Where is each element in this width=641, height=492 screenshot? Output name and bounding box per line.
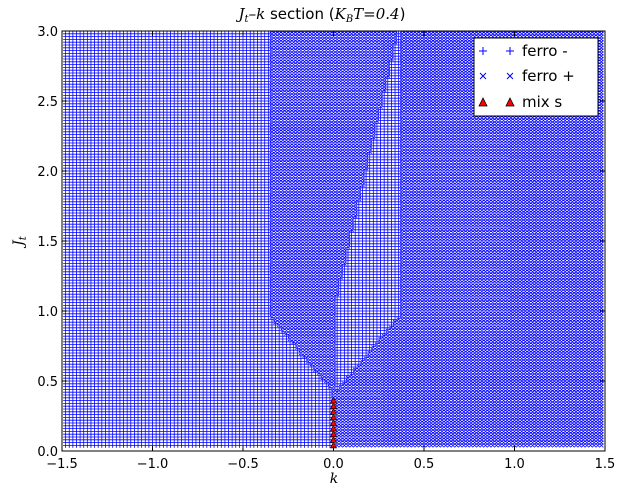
y-tick-label: 2.0 — [37, 165, 58, 180]
legend-entry-ferro-plus: ferro + — [479, 67, 575, 85]
x-tick-label: 0.0 — [323, 457, 344, 472]
legend-label-mix-s: mix s — [522, 93, 562, 111]
series-mix-s-point — [329, 407, 338, 415]
title-jt-sub: t — [245, 14, 250, 25]
series-mix-s-point — [329, 435, 338, 443]
x-tick-label: −1.0 — [137, 457, 169, 472]
series-mix-s-point — [329, 429, 338, 438]
legend-label-ferro-plus: ferro + — [522, 67, 575, 85]
legend: ferro - ferro + mix s — [473, 37, 599, 117]
series-mix-s-point — [329, 413, 338, 421]
legend-triangle-marker — [478, 97, 515, 107]
title-jt: J — [236, 5, 246, 23]
y-axis-label-sub: t — [18, 235, 29, 240]
y-tick-label: 1.5 — [37, 235, 58, 250]
legend-plus-marker — [479, 47, 514, 55]
chart-title-text: Jt–k section (KBT=0.4) — [236, 5, 406, 25]
x-tick-label: 1.0 — [504, 457, 525, 472]
y-tick-label: 2.5 — [37, 95, 58, 110]
series-mix-s-point — [329, 401, 338, 410]
y-axis-label-main: J — [11, 239, 27, 249]
series-ferro-minus-markers — [63, 31, 402, 448]
y-axis-label: Jt — [11, 235, 29, 249]
x-tick-label: 1.5 — [595, 457, 616, 472]
legend-x-marker — [479, 72, 514, 80]
title-kb-sub: B — [345, 14, 353, 25]
x-tick-label: −0.5 — [227, 457, 259, 472]
legend-label-ferro-minus: ferro - — [522, 42, 568, 60]
x-axis-label: k — [330, 471, 338, 487]
title-dash-k: –k — [249, 5, 266, 23]
x-tick-label: −1.5 — [46, 457, 78, 472]
legend-entry-ferro-minus: ferro - — [479, 42, 568, 60]
chart-title: Jt–k section (KBT=0.4) — [236, 5, 406, 25]
x-axis-ticks: −1.5 −1.0 −0.5 0.0 0.5 1.0 1.5 — [46, 31, 615, 472]
title-section: section ( — [265, 5, 334, 23]
y-tick-label: 0.0 — [37, 445, 58, 460]
series-ferro-plus-markers — [269, 31, 604, 448]
y-axis-ticks: 0.0 0.5 1.0 1.5 2.0 2.5 3.0 — [37, 25, 605, 460]
series-mix-s-point — [329, 418, 338, 426]
y-tick-label: 1.0 — [37, 305, 58, 320]
title-close: ) — [400, 5, 406, 23]
series-mix-s-point — [329, 396, 338, 404]
title-teq: T=0.4 — [353, 5, 399, 23]
x-tick-label: 0.5 — [414, 457, 435, 472]
y-tick-label: 0.5 — [37, 375, 58, 390]
title-kb: K — [334, 5, 347, 23]
legend-box — [473, 37, 599, 117]
legend-entry-mix-s: mix s — [478, 93, 562, 111]
series-mix-s-point — [329, 424, 338, 432]
y-tick-label: 3.0 — [37, 25, 58, 40]
markers-layer — [63, 31, 604, 449]
